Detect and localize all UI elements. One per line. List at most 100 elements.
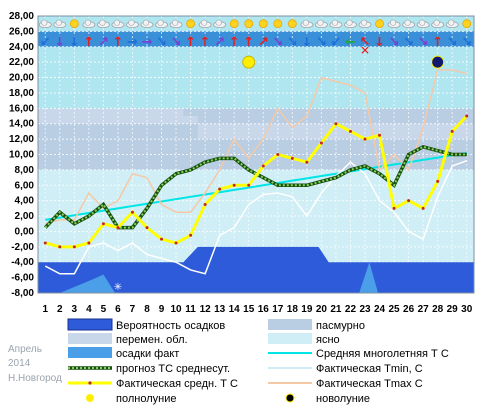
wind-arrow-icon: ↘ bbox=[389, 35, 400, 50]
series-line-1 bbox=[44, 159, 467, 275]
legend-label-overcast: пасмурно bbox=[316, 320, 365, 332]
side-note-year: 2014 bbox=[8, 358, 31, 369]
fact-mean-point bbox=[261, 164, 265, 168]
x-tick-label: 1 bbox=[42, 304, 48, 315]
fact-mean-point bbox=[189, 233, 193, 237]
x-tick-label: 7 bbox=[130, 304, 136, 315]
sun-icon bbox=[462, 19, 472, 29]
y-tick-label: 6,00 bbox=[15, 180, 35, 191]
sun-icon bbox=[375, 19, 384, 29]
y-tick-label: 18,00 bbox=[9, 88, 34, 99]
wind-arrow-icon: ↘ bbox=[287, 35, 298, 50]
fact-mean-point bbox=[218, 187, 222, 191]
fact-mean-point bbox=[290, 156, 294, 160]
plot-area: ✳✕↙ ↓ ↓ ↑ ↗ ↑ → → ↘ ↘ ↑ ↑ ↗ ↑ ↑ ↗ ↘ ↘ ↓ ↘ ↙ ← ↖ ↓ ↘ ↘ ↘ ↑ ↘ ↘ bbox=[37, 15, 475, 294]
wind-arrow-icon: ↑ bbox=[112, 35, 123, 50]
fact-mean-point bbox=[450, 129, 454, 133]
fact-mean-point bbox=[72, 245, 76, 249]
legend-label-fact_mean: Фактическая средн. Т С bbox=[116, 378, 238, 390]
y-tick-label: 0,00 bbox=[15, 226, 35, 237]
cloud-icon-puff bbox=[99, 19, 106, 26]
x-tick-label: 9 bbox=[159, 304, 165, 315]
x-tick-label: 25 bbox=[389, 304, 401, 315]
cloud-icon-puff bbox=[346, 19, 353, 26]
wind-arrow-icon: ↘ bbox=[272, 35, 283, 50]
variable-band-2 bbox=[197, 123, 474, 140]
fact-mean-point bbox=[58, 245, 62, 249]
y-tick-label: -6,00 bbox=[11, 273, 34, 284]
full-moon-icon bbox=[242, 55, 256, 69]
axes: 28,0026,0024,0022,0020,0018,0016,0014,00… bbox=[9, 11, 473, 315]
x-tick-label: 21 bbox=[330, 304, 342, 315]
y-tick-label: 26,00 bbox=[9, 26, 34, 37]
wind-arrow-icon: ↑ bbox=[229, 35, 240, 50]
fact-mean-point bbox=[43, 241, 47, 245]
x-tick-label: 18 bbox=[287, 304, 299, 315]
wind-arrow-icon: → bbox=[127, 35, 138, 50]
cloud-icon-puff bbox=[389, 19, 397, 26]
fact-mean-point bbox=[305, 160, 309, 164]
sun-icon bbox=[229, 19, 239, 29]
y-tick-label: 4,00 bbox=[15, 196, 35, 207]
wind-arrow-icon: ↘ bbox=[403, 35, 414, 50]
x-tick-label: 27 bbox=[418, 304, 430, 315]
legend-swatch-overcast bbox=[268, 319, 312, 330]
side-note: Апрель 2014 Н.Новгород bbox=[8, 344, 62, 384]
precip-fact-area-1 bbox=[59, 274, 116, 293]
x-tick-label: 15 bbox=[243, 304, 255, 315]
x-tick-label: 13 bbox=[214, 304, 226, 315]
cloud-icon-puff bbox=[41, 19, 48, 26]
variable-band-1 bbox=[183, 116, 198, 124]
x-tick-label: 28 bbox=[432, 304, 444, 315]
wind-arrow-icon: ↓ bbox=[54, 35, 65, 50]
x-tick-label: 8 bbox=[144, 304, 150, 315]
wind-arrow-icon: ↗ bbox=[214, 35, 225, 50]
cloud-icon-puff bbox=[419, 19, 426, 26]
y-tick-label: 24,00 bbox=[9, 42, 34, 53]
y-tick-label: 10,00 bbox=[9, 150, 34, 161]
wind-arrow-icon: ↘ bbox=[316, 35, 327, 50]
side-note-city: Н.Новгород bbox=[8, 373, 62, 384]
legend-label-precip_prob: Вероятность осадков bbox=[116, 320, 225, 332]
legend-swatch-precip_fact bbox=[68, 347, 112, 358]
legend-swatch-fact-mean-point bbox=[88, 381, 92, 385]
legend-label-normal: Средняя многолетняя Т С bbox=[316, 348, 449, 360]
y-tick-label: 12,00 bbox=[9, 134, 34, 145]
fact-mean-point bbox=[116, 226, 120, 230]
fact-mean-point bbox=[363, 137, 367, 141]
cloud-icon-puff bbox=[331, 19, 339, 26]
cloud-icon-puff bbox=[157, 19, 164, 26]
sun-icon bbox=[258, 19, 268, 29]
wind-arrow-icon: ↑ bbox=[200, 35, 211, 50]
x-tick-label: 26 bbox=[403, 304, 415, 315]
y-tick-label: -8,00 bbox=[11, 288, 34, 299]
fact-mean-point bbox=[174, 241, 178, 245]
snow-icon: ✳ bbox=[114, 282, 122, 293]
cloud-icon-puff bbox=[128, 19, 135, 26]
top-strip bbox=[38, 31, 474, 47]
series-line-0 bbox=[45, 151, 467, 221]
wind-arrow-icon: ↑ bbox=[243, 35, 254, 50]
fact-mean-point bbox=[378, 133, 382, 137]
sun-icon bbox=[273, 19, 283, 29]
y-tick-label: -4,00 bbox=[11, 257, 34, 268]
wind-arrow-icon: → bbox=[142, 35, 153, 50]
wind-arrow-icon: ↙ bbox=[330, 35, 341, 50]
x-tick-label: 19 bbox=[301, 304, 313, 315]
cloud-icon-puff bbox=[433, 19, 440, 26]
cloud-icon-puff bbox=[113, 19, 121, 26]
x-tick-label: 20 bbox=[316, 304, 328, 315]
fact-mean-point bbox=[436, 179, 440, 183]
cloud-icon-puff bbox=[171, 19, 179, 26]
special-marker-0: ✕ bbox=[360, 43, 370, 57]
precip-fact-area-2 bbox=[359, 262, 379, 293]
x-tick-label: 4 bbox=[86, 304, 92, 315]
x-tick-label: 2 bbox=[57, 304, 63, 315]
y-tick-label: 8,00 bbox=[15, 165, 35, 176]
wind-arrow-icon: ↗ bbox=[258, 35, 269, 50]
wind-arrow-icon: ↗ bbox=[98, 35, 109, 50]
x-tick-label: 30 bbox=[461, 304, 473, 315]
legend-full-moon-icon bbox=[86, 394, 94, 402]
legend-label-forecast: прогноз ТС среднесут. bbox=[116, 363, 230, 375]
